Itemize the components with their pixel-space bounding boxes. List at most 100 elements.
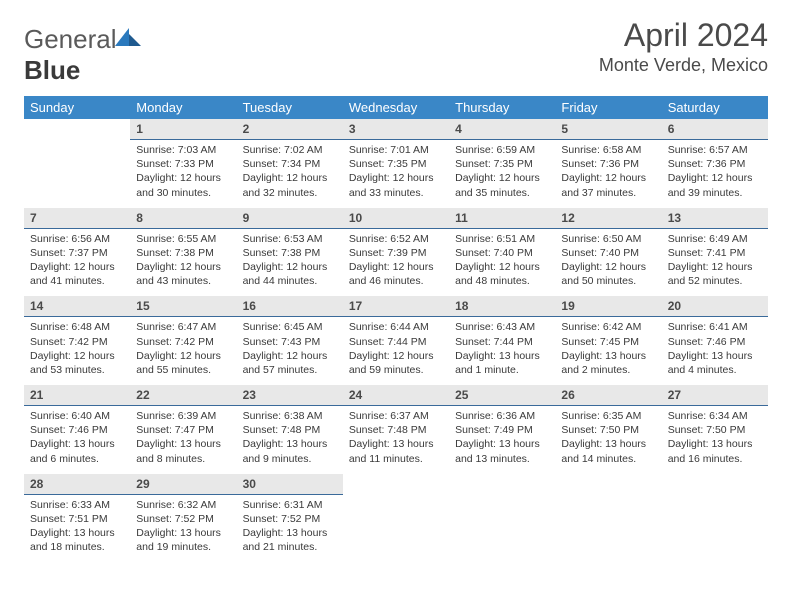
day-data-cell <box>343 494 449 562</box>
daylight-text: Daylight: 12 hours and 33 minutes. <box>349 171 443 199</box>
sunset-text: Sunset: 7:38 PM <box>243 246 337 260</box>
sunset-text: Sunset: 7:49 PM <box>455 423 549 437</box>
sunrise-text: Sunrise: 6:59 AM <box>455 143 549 157</box>
day-number-cell: 17 <box>343 296 449 317</box>
day-number-cell: 26 <box>555 385 661 406</box>
sunrise-text: Sunrise: 6:47 AM <box>136 320 230 334</box>
day-number-cell: 24 <box>343 385 449 406</box>
day-number-cell: 15 <box>130 296 236 317</box>
day-number-cell: 16 <box>237 296 343 317</box>
sunrise-text: Sunrise: 6:41 AM <box>668 320 762 334</box>
day-number-cell: 25 <box>449 385 555 406</box>
sunset-text: Sunset: 7:41 PM <box>668 246 762 260</box>
day-data-cell: Sunrise: 7:01 AMSunset: 7:35 PMDaylight:… <box>343 140 449 208</box>
sunrise-text: Sunrise: 6:53 AM <box>243 232 337 246</box>
sunset-text: Sunset: 7:50 PM <box>668 423 762 437</box>
sunset-text: Sunset: 7:33 PM <box>136 157 230 171</box>
day-data-cell: Sunrise: 6:52 AMSunset: 7:39 PMDaylight:… <box>343 228 449 296</box>
sunrise-text: Sunrise: 6:35 AM <box>561 409 655 423</box>
sunrise-text: Sunrise: 6:43 AM <box>455 320 549 334</box>
sunset-text: Sunset: 7:42 PM <box>136 335 230 349</box>
sunset-text: Sunset: 7:35 PM <box>455 157 549 171</box>
sunset-text: Sunset: 7:52 PM <box>136 512 230 526</box>
sunset-text: Sunset: 7:46 PM <box>30 423 124 437</box>
daylight-text: Daylight: 12 hours and 50 minutes. <box>561 260 655 288</box>
sunset-text: Sunset: 7:48 PM <box>243 423 337 437</box>
daylight-text: Daylight: 12 hours and 59 minutes. <box>349 349 443 377</box>
sunset-text: Sunset: 7:40 PM <box>561 246 655 260</box>
brand-text: General Blue <box>24 24 143 86</box>
sunrise-text: Sunrise: 6:34 AM <box>668 409 762 423</box>
daylight-text: Daylight: 12 hours and 55 minutes. <box>136 349 230 377</box>
day-number-cell: 14 <box>24 296 130 317</box>
daylight-text: Daylight: 13 hours and 11 minutes. <box>349 437 443 465</box>
day-number-row: 123456 <box>24 119 768 140</box>
day-data-cell: Sunrise: 6:45 AMSunset: 7:43 PMDaylight:… <box>237 317 343 385</box>
daylight-text: Daylight: 12 hours and 30 minutes. <box>136 171 230 199</box>
daylight-text: Daylight: 12 hours and 46 minutes. <box>349 260 443 288</box>
dow-header: Tuesday <box>237 96 343 119</box>
sunset-text: Sunset: 7:36 PM <box>668 157 762 171</box>
day-data-cell: Sunrise: 6:34 AMSunset: 7:50 PMDaylight:… <box>662 406 768 474</box>
sunset-text: Sunset: 7:46 PM <box>668 335 762 349</box>
daylight-text: Daylight: 13 hours and 21 minutes. <box>243 526 337 554</box>
day-number-cell: 8 <box>130 208 236 229</box>
day-data-cell <box>555 494 661 562</box>
day-number-cell: 9 <box>237 208 343 229</box>
day-number-cell: 11 <box>449 208 555 229</box>
day-data-cell: Sunrise: 6:50 AMSunset: 7:40 PMDaylight:… <box>555 228 661 296</box>
calendar-page: General Blue April 2024 Monte Verde, Mex… <box>0 0 792 580</box>
sunrise-text: Sunrise: 6:55 AM <box>136 232 230 246</box>
day-number-cell <box>24 119 130 140</box>
location-label: Monte Verde, Mexico <box>599 55 768 76</box>
day-number-row: 21222324252627 <box>24 385 768 406</box>
day-data-cell <box>449 494 555 562</box>
day-data-cell: Sunrise: 6:37 AMSunset: 7:48 PMDaylight:… <box>343 406 449 474</box>
day-number-cell: 18 <box>449 296 555 317</box>
sunset-text: Sunset: 7:48 PM <box>349 423 443 437</box>
day-data-cell: Sunrise: 6:47 AMSunset: 7:42 PMDaylight:… <box>130 317 236 385</box>
daylight-text: Daylight: 13 hours and 9 minutes. <box>243 437 337 465</box>
day-number-cell: 10 <box>343 208 449 229</box>
daylight-text: Daylight: 13 hours and 18 minutes. <box>30 526 124 554</box>
day-number-cell: 20 <box>662 296 768 317</box>
day-data-cell: Sunrise: 6:31 AMSunset: 7:52 PMDaylight:… <box>237 494 343 562</box>
dow-header: Thursday <box>449 96 555 119</box>
month-title: April 2024 <box>599 18 768 53</box>
daylight-text: Daylight: 13 hours and 13 minutes. <box>455 437 549 465</box>
day-number-cell: 29 <box>130 474 236 495</box>
day-data-cell: Sunrise: 7:03 AMSunset: 7:33 PMDaylight:… <box>130 140 236 208</box>
sunrise-text: Sunrise: 6:38 AM <box>243 409 337 423</box>
dow-header: Monday <box>130 96 236 119</box>
day-data-cell: Sunrise: 6:44 AMSunset: 7:44 PMDaylight:… <box>343 317 449 385</box>
sunrise-text: Sunrise: 7:01 AM <box>349 143 443 157</box>
sunset-text: Sunset: 7:43 PM <box>243 335 337 349</box>
sunset-text: Sunset: 7:36 PM <box>561 157 655 171</box>
daylight-text: Daylight: 12 hours and 57 minutes. <box>243 349 337 377</box>
day-data-cell: Sunrise: 6:38 AMSunset: 7:48 PMDaylight:… <box>237 406 343 474</box>
sunrise-text: Sunrise: 6:44 AM <box>349 320 443 334</box>
day-data-cell: Sunrise: 6:56 AMSunset: 7:37 PMDaylight:… <box>24 228 130 296</box>
day-data-cell: Sunrise: 6:49 AMSunset: 7:41 PMDaylight:… <box>662 228 768 296</box>
sunrise-text: Sunrise: 6:49 AM <box>668 232 762 246</box>
daylight-text: Daylight: 13 hours and 14 minutes. <box>561 437 655 465</box>
sunrise-text: Sunrise: 7:02 AM <box>243 143 337 157</box>
daylight-text: Daylight: 13 hours and 16 minutes. <box>668 437 762 465</box>
day-data-cell: Sunrise: 6:33 AMSunset: 7:51 PMDaylight:… <box>24 494 130 562</box>
day-number-cell: 21 <box>24 385 130 406</box>
day-data-cell: Sunrise: 6:55 AMSunset: 7:38 PMDaylight:… <box>130 228 236 296</box>
daylight-text: Daylight: 12 hours and 43 minutes. <box>136 260 230 288</box>
daylight-text: Daylight: 12 hours and 52 minutes. <box>668 260 762 288</box>
sunset-text: Sunset: 7:38 PM <box>136 246 230 260</box>
day-data-cell: Sunrise: 6:51 AMSunset: 7:40 PMDaylight:… <box>449 228 555 296</box>
day-number-cell: 13 <box>662 208 768 229</box>
sunrise-text: Sunrise: 7:03 AM <box>136 143 230 157</box>
sunrise-text: Sunrise: 6:48 AM <box>30 320 124 334</box>
daylight-text: Daylight: 13 hours and 8 minutes. <box>136 437 230 465</box>
sunset-text: Sunset: 7:44 PM <box>349 335 443 349</box>
brand-part1: General <box>24 24 117 54</box>
day-number-cell <box>343 474 449 495</box>
sunrise-text: Sunrise: 6:56 AM <box>30 232 124 246</box>
day-data-cell: Sunrise: 6:43 AMSunset: 7:44 PMDaylight:… <box>449 317 555 385</box>
day-number-cell: 6 <box>662 119 768 140</box>
